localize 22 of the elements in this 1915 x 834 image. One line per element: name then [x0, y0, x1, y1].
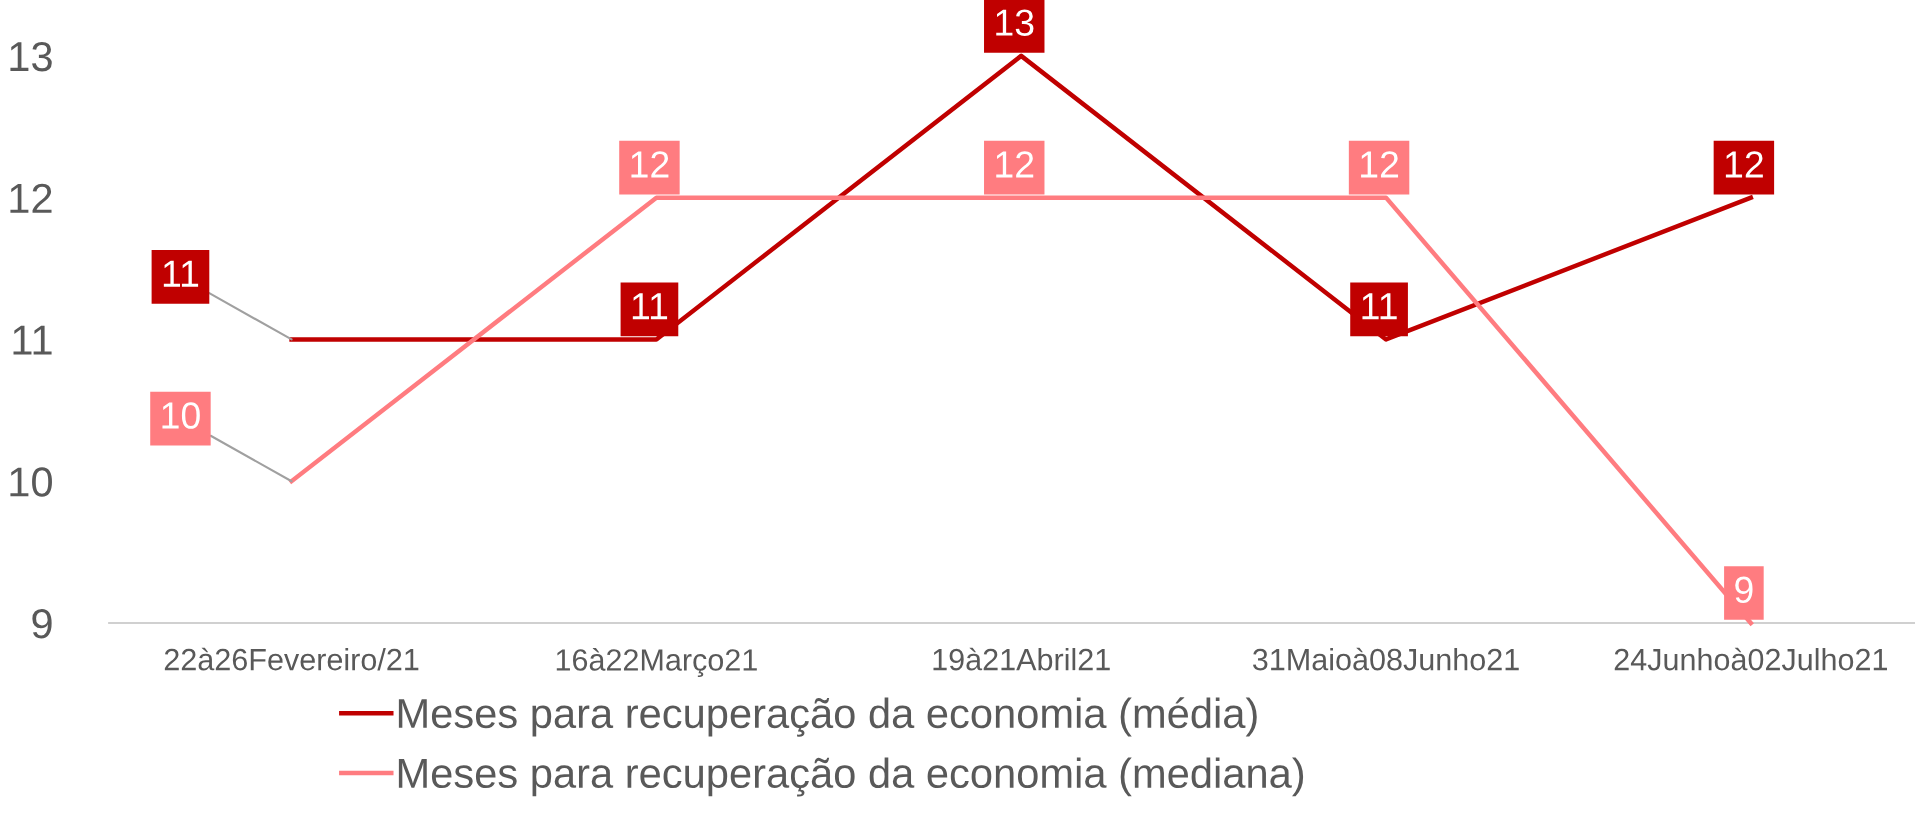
data-label: 13 [996, 9, 1034, 36]
data-label: 10 [162, 402, 200, 429]
data-label: 12 [1725, 151, 1763, 178]
y-tick-label: 9 [32, 609, 52, 639]
x-tick-label: 24Junhoà02Julho21 [1614, 647, 1887, 671]
data-label: 9 [1735, 576, 1753, 604]
legend-label: Meses para recuperação da economia (média) [398, 697, 1257, 737]
x-tick-label: 16à22Março21 [556, 648, 757, 677]
data-label: 12 [996, 151, 1034, 178]
data-label: 12 [631, 151, 669, 178]
legend-label: Meses para recuperação da economia (mediana) [398, 757, 1304, 797]
data-label: 12 [1361, 151, 1399, 178]
x-tick-label: 31Maioà08Junho21 [1252, 647, 1519, 671]
y-tick-label: 13 [10, 41, 52, 72]
y-tick-label: 12 [10, 183, 52, 213]
x-tick-label: 19à21Abril21 [933, 647, 1110, 671]
data-label: 11 [163, 260, 199, 287]
data-label: 11 [632, 293, 668, 320]
data-label: 11 [1362, 293, 1397, 320]
y-tick-label: 11 [13, 325, 52, 355]
y-tick-label: 10 [10, 467, 52, 497]
x-tick-label: 22à26Fevereiro/21 [164, 647, 419, 671]
